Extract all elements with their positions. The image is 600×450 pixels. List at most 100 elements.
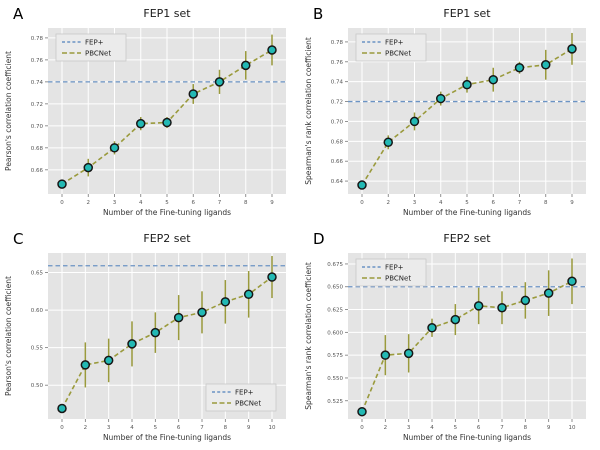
y-tick-label: 0.55 xyxy=(31,346,44,352)
data-point xyxy=(357,180,367,190)
series-line xyxy=(361,280,573,413)
data-point xyxy=(243,289,254,300)
pbcnet-series xyxy=(57,256,277,414)
legend-entry-pbcnet-label: PBCNet xyxy=(235,400,261,408)
x-tick-label: 6 xyxy=(477,425,481,431)
y-tick-label: 0.68 xyxy=(31,146,44,152)
data-point xyxy=(436,93,446,104)
x-tick-label: 6 xyxy=(492,200,496,206)
y-tick-label: 0.66 xyxy=(31,168,44,174)
y-tick-label: 0.74 xyxy=(331,80,344,86)
y-tick-label: 0.575 xyxy=(327,353,343,359)
axis-ticks: 0 2 3 4 5 6 7 8 9 10 0.525 0.550 0.575 0.600 0.625 0.65… xyxy=(327,262,576,431)
legend-entry-fep-label: FEP+ xyxy=(85,39,104,47)
legend-entry-fep-label: FEP+ xyxy=(235,389,254,397)
axis-ticks: 0 2 3 4 5 6 7 8 9 0.64 0.66 0.68 0.70 0.72 0.74 0.76 0.7… xyxy=(331,40,575,206)
x-tick-label: 10 xyxy=(569,425,576,431)
y-tick-label: 0.600 xyxy=(327,330,343,336)
x-tick-label: 8 xyxy=(544,200,548,206)
x-tick-label: 6 xyxy=(177,425,181,431)
pbcnet-series xyxy=(357,258,577,417)
data-point xyxy=(380,350,391,360)
x-axis-label: Number of the Fine-tuning ligands xyxy=(403,433,531,442)
y-tick-label: 0.625 xyxy=(327,308,343,314)
chart-title: FEP1 set xyxy=(143,7,191,20)
x-tick-label: 6 xyxy=(192,200,196,206)
panel-a: 0 2 3 4 5 6 7 8 9 0.66 0.68 0.70 0.72 0.74 0.76 0.78 FEP… xyxy=(0,0,300,225)
y-tick-label: 0.74 xyxy=(31,80,44,86)
x-axis-label: Number of the Fine-tuning ligands xyxy=(403,208,531,217)
y-tick-label: 0.650 xyxy=(327,285,343,291)
data-point xyxy=(57,403,67,414)
x-tick-label: 2 xyxy=(387,200,391,206)
x-tick-label: 9 xyxy=(270,200,274,206)
y-tick-label: 0.76 xyxy=(331,60,344,66)
y-tick-label: 0.675 xyxy=(327,262,343,268)
legend-box xyxy=(355,258,427,287)
data-point xyxy=(109,143,120,153)
x-tick-label: 3 xyxy=(407,425,411,431)
x-tick-label: 3 xyxy=(107,425,111,431)
data-point xyxy=(567,44,577,54)
chart-a-svg: 0 2 3 4 5 6 7 8 9 0.66 0.68 0.70 0.72 0.74 0.76 0.78 FEP… xyxy=(4,5,286,217)
legend-entry-pbcnet-label: PBCNet xyxy=(85,50,111,58)
x-tick-label: 7 xyxy=(518,200,522,206)
data-point xyxy=(173,312,184,323)
legend-entry-fep-label: FEP+ xyxy=(385,39,404,47)
y-tick-label: 0.50 xyxy=(31,383,44,389)
data-point xyxy=(127,339,137,349)
data-point xyxy=(267,45,277,55)
legend-entry-fep-label: FEP+ xyxy=(385,264,404,272)
pbcnet-series xyxy=(57,34,277,189)
data-point xyxy=(462,79,472,90)
x-tick-label: 2 xyxy=(87,200,91,206)
data-point xyxy=(450,314,461,325)
legend-box xyxy=(55,33,127,62)
y-tick-label: 0.68 xyxy=(331,139,344,145)
data-point xyxy=(383,137,393,148)
data-point xyxy=(520,295,531,306)
data-point xyxy=(241,60,251,71)
chart-b-svg: 0 2 3 4 5 6 7 8 9 0.64 0.66 0.68 0.70 0.72 0.74 0.76 0.7… xyxy=(304,5,586,217)
x-tick-label: 4 xyxy=(139,200,143,206)
y-axis-label: Pearson's correlation coefficient xyxy=(4,276,13,396)
x-tick-label: 0 xyxy=(60,200,64,206)
data-point xyxy=(427,323,437,333)
legend-entry-pbcnet-label: PBCNet xyxy=(385,275,411,283)
x-tick-label: 2 xyxy=(384,425,388,431)
y-tick-label: 0.60 xyxy=(31,308,44,314)
data-point xyxy=(409,116,420,127)
pbcnet-series xyxy=(357,32,577,190)
data-point xyxy=(80,360,91,370)
legend: FEP+ PBCNet xyxy=(55,33,127,62)
data-point xyxy=(103,355,114,366)
data-point xyxy=(514,63,525,73)
x-tick-label: 7 xyxy=(218,200,222,206)
data-point xyxy=(473,301,484,311)
panel-d: 0 2 3 4 5 6 7 8 9 10 0.525 0.550 0.575 0.600 0.625 0.65… xyxy=(300,225,600,450)
panel-letter: A xyxy=(13,5,24,23)
legend-box xyxy=(205,383,277,412)
data-point xyxy=(150,327,161,338)
x-tick-label: 8 xyxy=(244,200,248,206)
data-point xyxy=(567,276,577,287)
x-tick-label: 0 xyxy=(360,425,364,431)
x-tick-label: 5 xyxy=(165,200,169,206)
x-axis-label: Number of the Fine-tuning ligands xyxy=(103,433,231,442)
y-axis-label: Spearman's rank correlation coefficient xyxy=(304,37,313,185)
x-tick-label: 3 xyxy=(413,200,417,206)
data-point xyxy=(488,74,498,85)
panel-b: 0 2 3 4 5 6 7 8 9 0.64 0.66 0.68 0.70 0.72 0.74 0.76 0.7… xyxy=(300,0,600,225)
y-tick-label: 0.70 xyxy=(31,124,44,130)
y-tick-label: 0.550 xyxy=(327,376,343,382)
legend-entry-pbcnet-label: PBCNet xyxy=(385,50,411,58)
series-line xyxy=(61,276,273,409)
panel-letter: B xyxy=(313,5,323,23)
data-point xyxy=(83,162,93,173)
x-axis-label: Number of the Fine-tuning ligands xyxy=(103,208,231,217)
x-tick-label: 8 xyxy=(224,425,228,431)
legend: FEP+ PBCNet xyxy=(355,258,427,287)
panel-letter: C xyxy=(13,230,23,248)
x-tick-label: 7 xyxy=(500,425,504,431)
